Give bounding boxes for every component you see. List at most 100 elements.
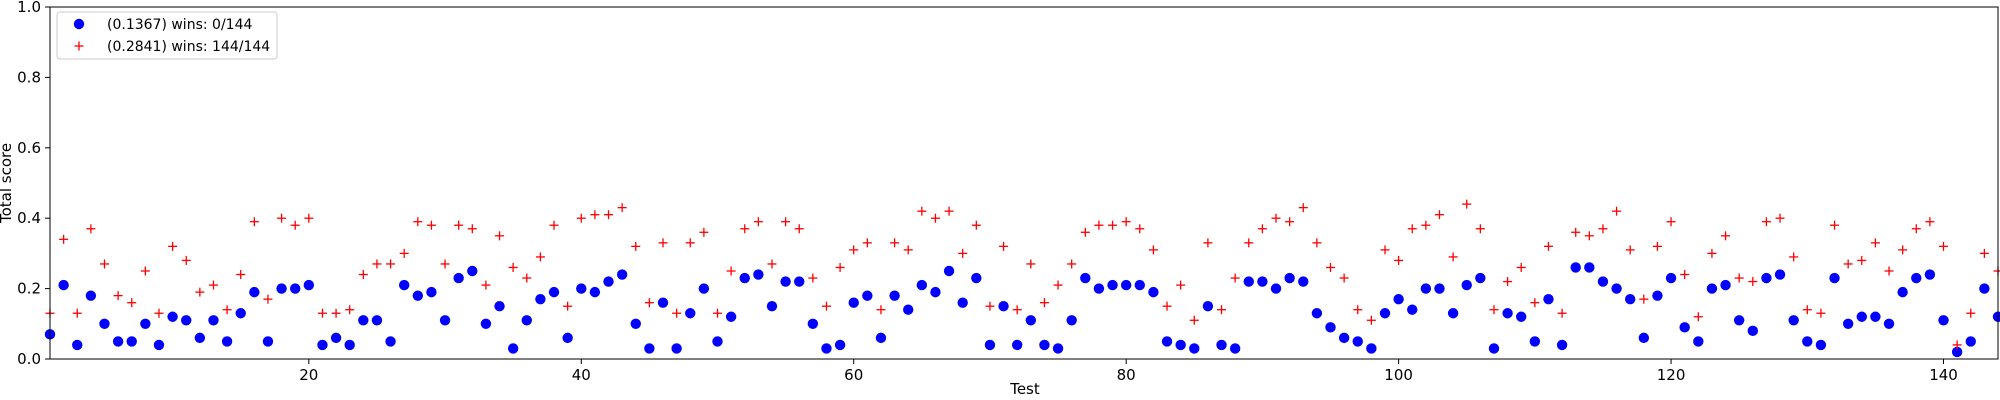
- legend-entry-series-2: (0.2841) wins: 144/144: [107, 39, 270, 55]
- data-point-s2-58: [821, 301, 831, 311]
- data-point-s1-60: [848, 297, 859, 308]
- data-point-s2-88: [1230, 273, 1240, 283]
- data-point-s1-106: [1475, 272, 1486, 284]
- data-point-s2-120: [1666, 217, 1676, 227]
- data-point-s2-141: [1952, 340, 1962, 350]
- data-point-s2-92: [1285, 217, 1295, 227]
- data-point-s2-47: [672, 308, 682, 318]
- data-point-s2-50: [712, 308, 722, 318]
- data-point-s2-128: [1775, 213, 1785, 223]
- data-point-s2-72: [1012, 305, 1022, 315]
- data-point-s2-13: [208, 280, 218, 290]
- data-point-s2-3: [72, 308, 82, 318]
- data-point-s1-97: [1352, 336, 1363, 347]
- data-point-s2-95: [1326, 262, 1336, 272]
- data-point-s2-26: [386, 259, 396, 269]
- data-point-s1-144: [1992, 311, 2000, 322]
- data-point-s2-132: [1830, 220, 1840, 230]
- data-point-s1-135: [1870, 311, 1881, 322]
- data-point-s1-121: [1679, 322, 1690, 333]
- data-point-s1-67: [943, 265, 955, 277]
- data-point-s2-29: [426, 220, 436, 230]
- data-point-s1-117: [1624, 293, 1636, 305]
- data-point-s2-117: [1625, 245, 1635, 255]
- data-point-s1-88: [1229, 343, 1241, 354]
- data-point-s1-48: [685, 308, 696, 319]
- data-point-s1-91: [1270, 283, 1282, 294]
- data-point-s2-108: [1503, 277, 1513, 287]
- data-point-s1-92: [1284, 272, 1295, 284]
- data-point-s2-142: [1966, 308, 1976, 318]
- data-point-s1-82: [1148, 286, 1159, 298]
- data-point-s2-62: [876, 305, 886, 315]
- data-point-s1-138: [1911, 272, 1922, 284]
- data-point-s1-110: [1529, 336, 1541, 347]
- data-point-s1-70: [984, 339, 996, 351]
- data-point-s2-44: [631, 241, 641, 251]
- data-point-s2-35: [508, 262, 518, 272]
- data-point-s1-86: [1202, 301, 1214, 312]
- data-point-s1-72: [1011, 339, 1023, 351]
- data-point-s1-40: [576, 283, 587, 294]
- data-point-s2-133: [1843, 259, 1853, 269]
- data-point-s1-66: [930, 286, 941, 298]
- data-point-s1-62: [875, 332, 887, 344]
- data-point-s1-87: [1216, 339, 1227, 351]
- data-point-s1-74: [1039, 339, 1050, 351]
- data-point-s1-102: [1420, 283, 1432, 294]
- data-point-s2-111: [1543, 241, 1553, 251]
- data-point-s2-130: [1802, 305, 1812, 315]
- data-point-s1-34: [494, 301, 505, 312]
- legend-entry-series-1: (0.1367) wins: 0/144: [107, 17, 252, 33]
- data-point-s2-118: [1639, 294, 1649, 304]
- data-point-s2-24: [358, 270, 368, 280]
- data-point-s2-53: [753, 217, 763, 227]
- data-point-s1-108: [1502, 308, 1513, 319]
- data-point-s1-22: [330, 332, 342, 344]
- x-tick-label-100: 100: [1384, 366, 1413, 384]
- data-point-s2-107: [1489, 305, 1499, 315]
- data-point-s1-18: [276, 283, 287, 294]
- data-point-s2-59: [835, 262, 845, 272]
- data-point-s2-49: [699, 227, 709, 237]
- data-point-s2-12: [195, 287, 205, 297]
- data-point-s1-127: [1761, 272, 1772, 284]
- data-point-s1-7: [126, 336, 137, 347]
- data-point-s2-113: [1571, 227, 1581, 237]
- data-point-s2-63: [890, 238, 900, 248]
- data-point-s1-141: [1951, 346, 1963, 358]
- data-point-s1-142: [1965, 336, 1976, 347]
- data-point-s2-57: [808, 273, 818, 283]
- data-point-s1-55: [780, 276, 791, 287]
- data-point-s2-27: [399, 248, 409, 258]
- data-point-s1-54: [766, 301, 778, 312]
- data-point-s1-41: [589, 286, 601, 298]
- data-point-s1-44: [630, 318, 641, 329]
- data-point-s2-140: [1939, 241, 1949, 251]
- data-point-s1-21: [317, 339, 328, 351]
- data-point-s1-77: [1080, 272, 1091, 284]
- data-point-s1-124: [1720, 279, 1731, 291]
- data-point-s2-78: [1094, 220, 1104, 230]
- data-point-s1-19: [290, 283, 301, 294]
- data-point-s2-85: [1189, 315, 1199, 325]
- data-point-s1-25: [371, 315, 383, 326]
- data-point-s2-45: [644, 298, 654, 308]
- data-point-s2-137: [1898, 245, 1908, 255]
- data-point-s2-2: [59, 234, 69, 244]
- data-point-s2-119: [1652, 241, 1662, 251]
- data-point-s1-76: [1066, 315, 1077, 326]
- data-point-s2-19: [290, 220, 300, 230]
- data-point-s2-97: [1353, 305, 1363, 315]
- data-point-s1-116: [1611, 283, 1622, 294]
- data-point-s1-6: [112, 336, 124, 347]
- data-point-s2-122: [1693, 312, 1703, 322]
- data-point-s2-73: [1026, 259, 1036, 269]
- data-point-s1-38: [548, 286, 560, 298]
- data-point-s2-22: [331, 308, 341, 318]
- data-point-s2-4: [86, 224, 96, 234]
- data-point-s1-69: [971, 272, 982, 284]
- data-point-s2-11: [181, 255, 191, 265]
- data-point-s1-95: [1325, 322, 1336, 333]
- data-point-s1-103: [1434, 283, 1445, 294]
